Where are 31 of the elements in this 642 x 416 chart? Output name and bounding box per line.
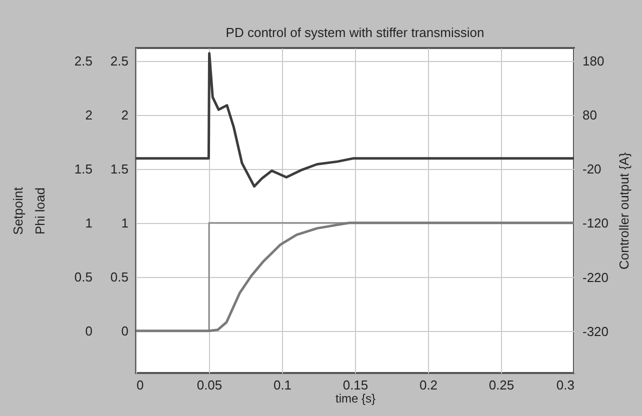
- x-tick-label: 0.1: [273, 378, 292, 392]
- x-tick-label: 0.05: [196, 378, 222, 392]
- y2-tick-label: -120: [582, 216, 609, 231]
- y3-tick-label: 0: [85, 323, 92, 338]
- y2-tick-label: -320: [582, 324, 609, 339]
- y-tick-label: 1: [121, 215, 128, 230]
- line-series: [134, 52, 576, 188]
- y2-tick-label: 80: [582, 108, 597, 123]
- y3-axis-title: Phi load: [32, 188, 48, 234]
- y-tick-label: 2.5: [110, 53, 128, 68]
- y3-tick-label: 2.5: [74, 53, 92, 68]
- y2-tick-label: -220: [582, 270, 609, 285]
- x-tick-label: 0: [136, 378, 144, 392]
- y2-tick-label: 180: [582, 53, 604, 68]
- y2-axis-title: Controller output {A}: [616, 152, 632, 270]
- x-tick-label: 0.25: [488, 378, 514, 392]
- x-axis-title: time {s}: [335, 392, 376, 406]
- x-tick-label: 0.3: [556, 378, 574, 392]
- y-tick-label: 1.5: [110, 161, 128, 176]
- x-tick-label: 0.15: [342, 378, 368, 392]
- y3-tick-label: 1.5: [74, 161, 92, 176]
- y-tick-label: 0: [121, 323, 128, 338]
- y3-tick-label: 2: [85, 107, 92, 122]
- y-tick-label: 0.5: [110, 269, 128, 284]
- y3-tick-label: 1: [85, 215, 92, 230]
- x-tick-label: 0.2: [419, 378, 438, 392]
- y2-tick-label: -20: [582, 162, 602, 177]
- y-axis-title: Setpoint: [10, 186, 26, 235]
- y-tick-label: 2: [121, 107, 128, 122]
- y3-tick-label: 0.5: [74, 269, 92, 284]
- chart-title: PD control of system with stiffer transmission: [226, 25, 484, 40]
